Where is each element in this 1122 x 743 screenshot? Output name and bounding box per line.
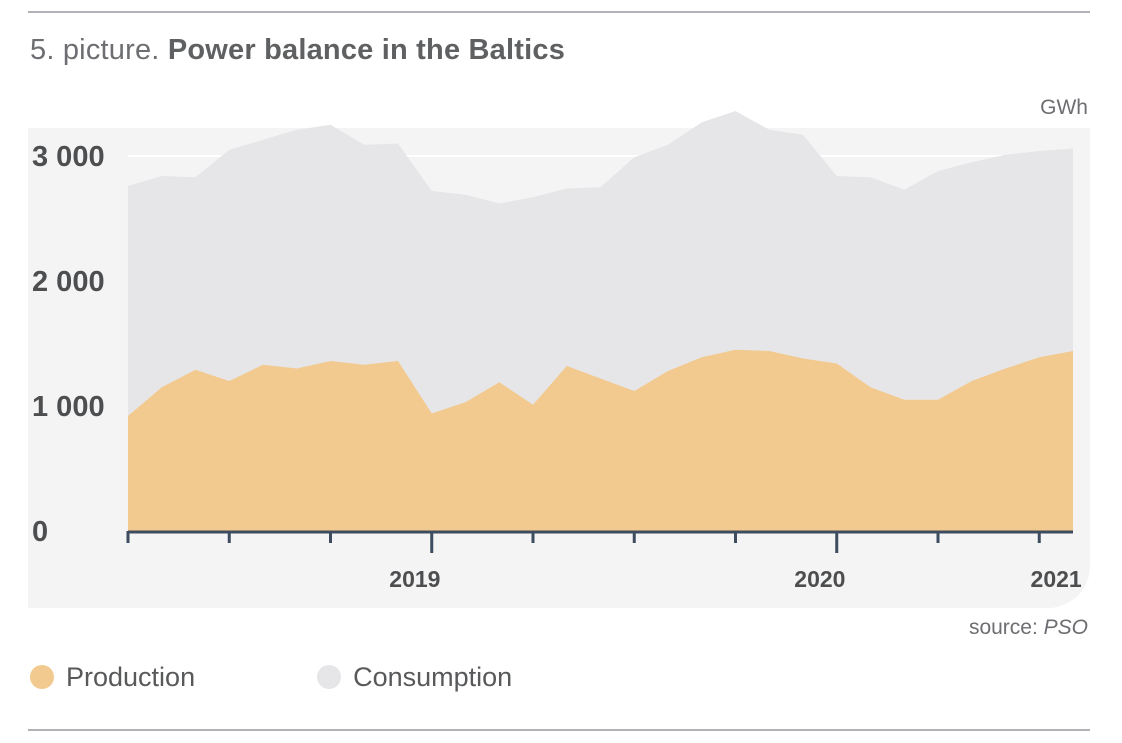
y-tick-label-3000: 3 000 xyxy=(32,141,105,173)
source-prefix: source: xyxy=(968,616,1044,639)
area-chart: 0 1 000 2 000 3 000 2019 2020 2021 xyxy=(32,111,1082,592)
chart-title: 5. picture. Power balance in the Baltics xyxy=(30,34,565,67)
source-note: source: PSO xyxy=(969,616,1088,640)
legend: Production Consumption xyxy=(30,660,634,694)
title-main: Power balance in the Baltics xyxy=(167,34,566,66)
y-tick-label-0: 0 xyxy=(32,516,48,548)
x-tick-label-2020: 2020 xyxy=(794,566,845,592)
legend-item-production: Production xyxy=(30,662,195,693)
consumption-swatch-icon xyxy=(317,665,342,689)
series-area-production xyxy=(128,349,1073,531)
x-tick-label-2021: 2021 xyxy=(1031,566,1082,592)
y-tick-label-1000: 1 000 xyxy=(32,391,105,423)
x-tick-label-2019: 2019 xyxy=(389,566,440,592)
unit-label: GWh xyxy=(1040,96,1088,119)
production-swatch-icon xyxy=(30,665,54,689)
title-lead: 5. picture. xyxy=(30,34,168,66)
legend-label-consumption: Consumption xyxy=(353,661,513,692)
top-rule xyxy=(28,11,1090,13)
bottom-rule xyxy=(28,729,1090,731)
legend-label-production: Production xyxy=(66,661,196,692)
legend-item-consumption: Consumption xyxy=(317,662,512,693)
y-tick-label-2000: 2 000 xyxy=(32,266,105,298)
source-name: PSO xyxy=(1043,616,1088,639)
